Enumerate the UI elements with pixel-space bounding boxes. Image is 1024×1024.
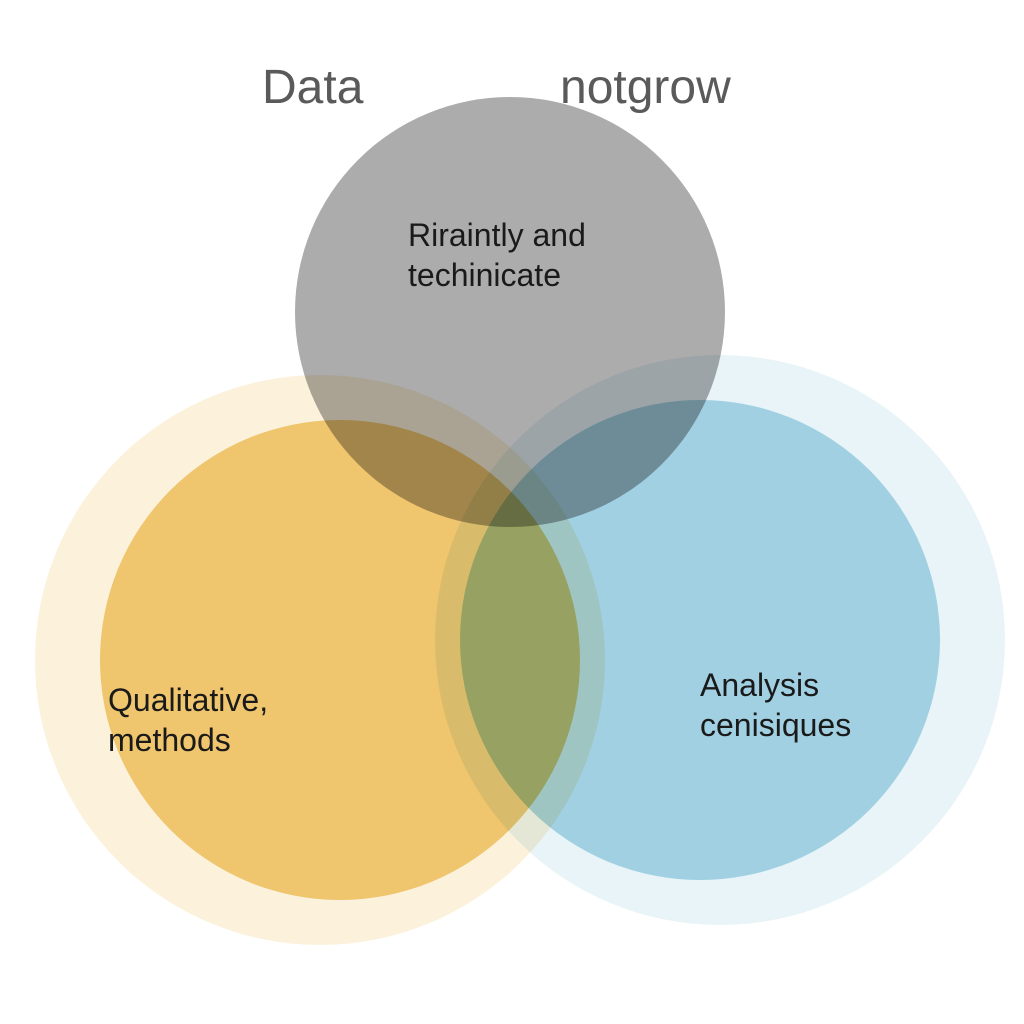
label-left: Qualitative, methods [108,680,268,760]
label-right-line2: cenisiques [700,707,851,743]
label-top-line2: techinicate [408,257,561,293]
label-right: Analysis cenisiques [700,665,851,745]
label-left-line2: methods [108,722,231,758]
label-top-line1: Riraintly and [408,217,586,253]
label-left-line1: Qualitative, [108,682,268,718]
circle-top [295,97,725,527]
label-top: Riraintly and techinicate [408,215,586,295]
title-word-2: notgrow [560,60,731,115]
venn-diagram: Data notgrow Riraintly and techinicate Q… [0,0,1024,1024]
title-word-1: Data [262,60,363,115]
label-right-line1: Analysis [700,667,819,703]
